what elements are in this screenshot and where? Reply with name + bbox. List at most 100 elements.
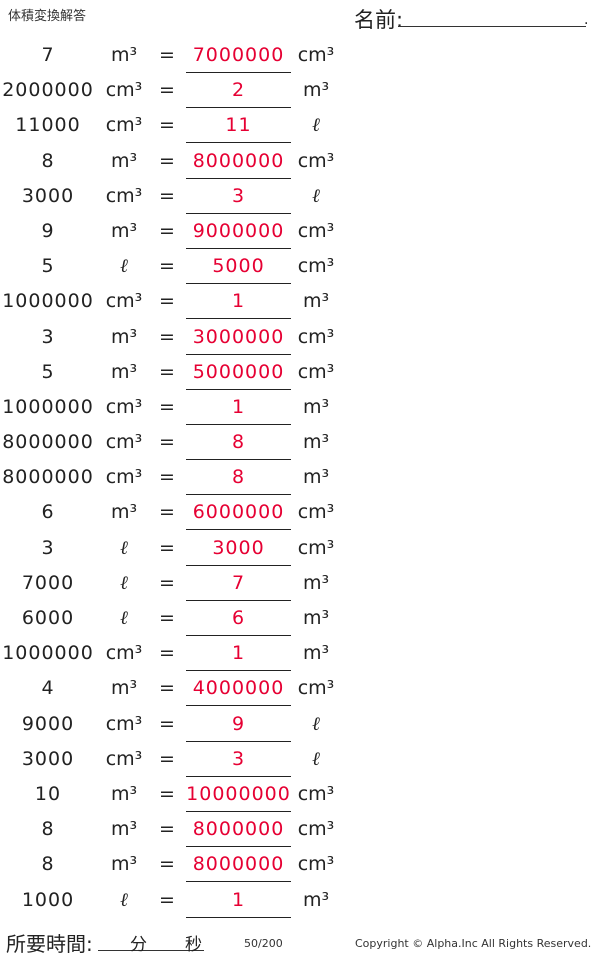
answer-value[interactable]: 6000000 [186,495,291,531]
from-unit: cm³ [105,184,143,207]
problem-row: 2000000 cm³ = 2 m³ [0,73,600,109]
equals-sign: = [159,818,175,841]
answer-value[interactable]: 3000 [186,531,291,566]
problem-row: 3 ℓ = 3000 cm³ [0,531,600,566]
problem-row: 5 ℓ = 5000 cm³ [0,249,600,285]
from-unit: m³ [110,501,138,524]
equals-sign: = [159,44,175,66]
answer-value[interactable]: 1 [186,284,291,320]
equals-sign: = [159,184,175,207]
from-unit: m³ [110,149,138,172]
name-label: 名前: [354,8,404,32]
equals-sign: = [159,712,175,735]
answer-value[interactable]: 10000000 [186,777,291,812]
problem-row: 5 m³ = 5000000 cm³ [0,355,600,390]
equals-sign: = [159,677,175,700]
answer-value[interactable]: 8000000 [186,144,291,179]
answer-value[interactable]: 4000000 [186,671,291,707]
problem-value: 6000 [21,607,75,629]
answer-value[interactable]: 8000000 [186,812,291,848]
from-unit: m³ [110,818,138,841]
problem-row: 3 m³ = 3000000 cm³ [0,320,600,355]
from-unit: ℓ [120,607,128,629]
problem-row: 8 m³ = 8000000 cm³ [0,812,600,848]
to-unit: cm³ [297,255,335,278]
from-unit: cm³ [105,79,143,102]
problem-value: 5 [41,360,55,383]
problem-value: 11000 [15,114,81,137]
equals-sign: = [159,466,175,489]
from-unit: ℓ [120,255,128,278]
time-field-line[interactable] [98,950,204,951]
from-unit: cm³ [105,431,143,454]
from-unit: m³ [110,44,138,66]
problem-value: 9 [41,219,55,242]
to-unit: m³ [302,888,330,911]
from-unit: cm³ [105,290,143,313]
problem-value: 10 [34,782,62,805]
worksheet-title: 体積変換解答 [8,9,87,24]
equals-sign: = [159,642,175,665]
answer-value[interactable]: 3 [186,742,291,777]
name-field-line[interactable] [398,26,586,27]
minutes-label: 分 [130,935,147,955]
to-unit: ℓ [312,184,320,207]
answer-value[interactable]: 1 [186,390,291,425]
problem-value: 8 [41,853,55,876]
problem-value: 2000000 [2,79,94,102]
seconds-label: 秒 [185,935,202,955]
answer-value[interactable]: 9 [186,707,291,742]
answer-value[interactable]: 5000 [186,249,291,285]
to-unit: m³ [302,290,330,313]
answer-value[interactable]: 11 [186,108,291,144]
answer-value[interactable]: 7000000 [186,38,291,73]
problem-row: 3000 cm³ = 3 ℓ [0,179,600,214]
from-unit: cm³ [105,747,143,770]
answer-value[interactable]: 9000000 [186,214,291,249]
from-unit: cm³ [105,114,143,137]
page-number: 50/200 [244,937,283,950]
problem-row: 1000 ℓ = 1 m³ [0,883,600,918]
problem-value: 9000 [21,712,75,735]
answer-value[interactable]: 8 [186,460,291,496]
problem-row: 7000 ℓ = 7 m³ [0,566,600,601]
equals-sign: = [159,149,175,172]
from-unit: cm³ [105,642,143,665]
problem-row: 8000000 cm³ = 8 m³ [0,460,600,496]
answer-value[interactable]: 3 [186,179,291,214]
problem-value: 5 [41,255,55,278]
answer-value[interactable]: 5000000 [186,355,291,390]
equals-sign: = [159,607,175,629]
answer-value[interactable]: 8000000 [186,847,291,883]
copyright-text: Copyright © Alpha.Inc All Rights Reserve… [355,937,592,950]
problem-row: 11000 cm³ = 11 ℓ [0,108,600,144]
equals-sign: = [159,747,175,770]
answer-value[interactable]: 7 [186,566,291,601]
problem-row: 1000000 cm³ = 1 m³ [0,636,600,672]
from-unit: cm³ [105,395,143,418]
to-unit: cm³ [297,853,335,876]
problem-row: 6 m³ = 6000000 cm³ [0,495,600,531]
problem-row: 6000 ℓ = 6 m³ [0,601,600,636]
problem-value: 3000 [21,747,75,770]
problem-value: 8 [41,149,55,172]
answer-value[interactable]: 6 [186,601,291,636]
to-unit: cm³ [297,219,335,242]
equals-sign: = [159,888,175,911]
problem-row: 4 m³ = 4000000 cm³ [0,671,600,707]
to-unit: m³ [302,466,330,489]
problem-row: 9 m³ = 9000000 cm³ [0,214,600,249]
answer-value[interactable]: 2 [186,73,291,109]
problem-value: 1000000 [2,642,94,665]
equals-sign: = [159,360,175,383]
equals-sign: = [159,325,175,348]
to-unit: cm³ [297,149,335,172]
answer-value[interactable]: 8 [186,425,291,461]
equals-sign: = [159,79,175,102]
answer-value[interactable]: 1 [186,883,291,918]
answer-value[interactable]: 1 [186,636,291,672]
equals-sign: = [159,782,175,805]
from-unit: m³ [110,853,138,876]
equals-sign: = [159,501,175,524]
answer-value[interactable]: 3000000 [186,320,291,355]
